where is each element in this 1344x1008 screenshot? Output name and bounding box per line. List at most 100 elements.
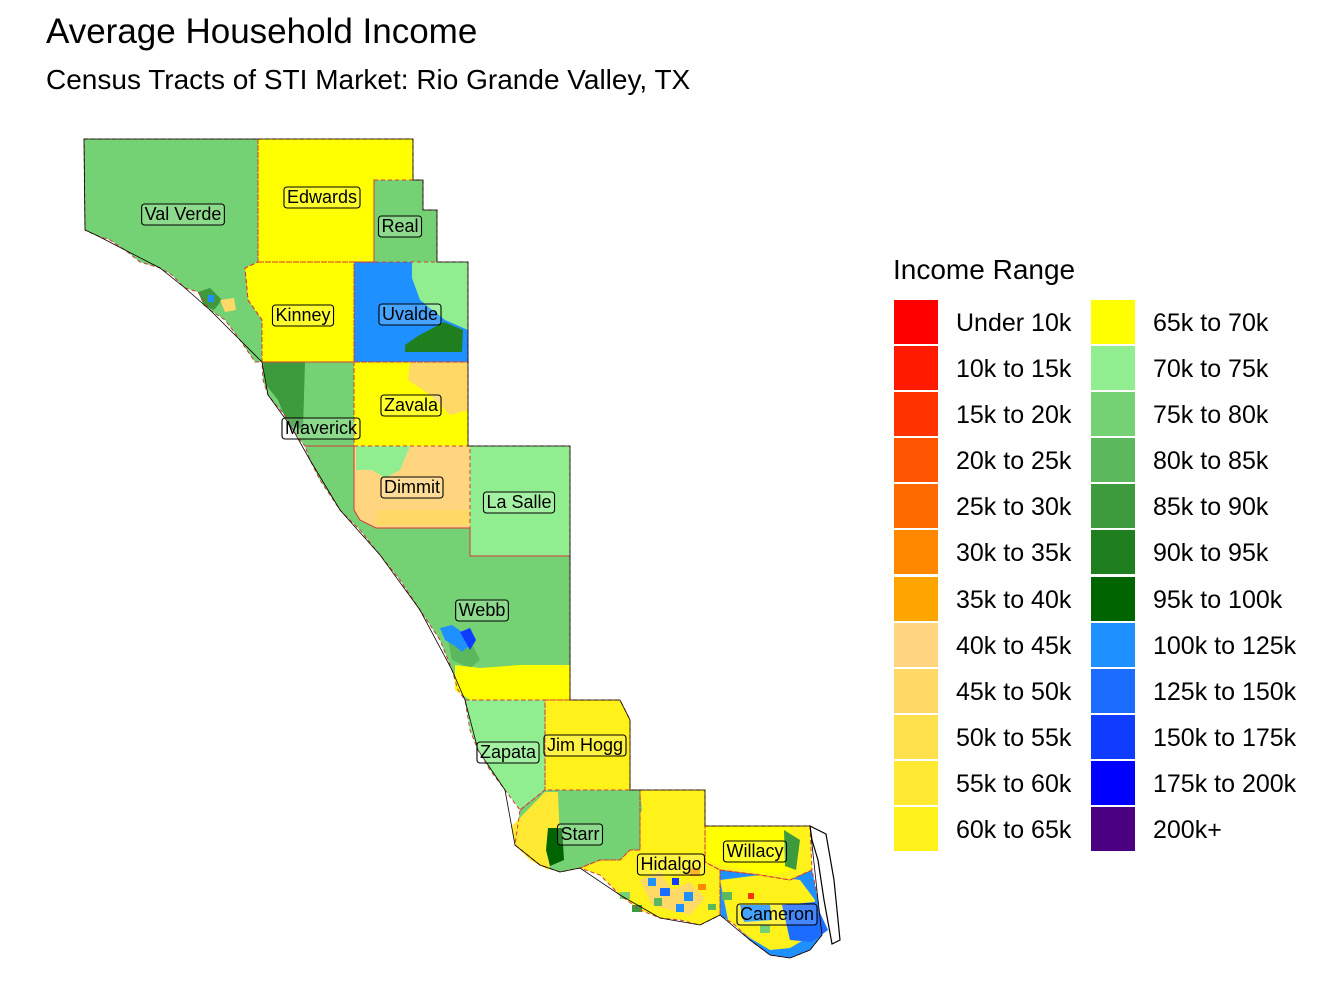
legend-swatch	[1091, 760, 1135, 805]
legend-item: Under 10k	[894, 300, 1114, 346]
legend-label: 65k to 70k	[1153, 309, 1269, 337]
legend-item: 10k to 15k	[894, 346, 1114, 392]
county-label-cameron: Cameron	[740, 904, 814, 924]
legend-label: 55k to 60k	[956, 769, 1072, 798]
legend-item: 30k to 35k	[894, 530, 1114, 576]
legend-item: 85k to 90k	[1091, 484, 1311, 530]
county-label-hidalgo: Hidalgo	[640, 854, 701, 874]
county-label-box	[636, 853, 706, 876]
county-label-jim-hogg: Jim Hogg	[547, 735, 623, 755]
county-border-willacy	[704, 825, 813, 881]
county-label-box	[377, 215, 423, 238]
legend-label: 200k+	[1153, 816, 1222, 845]
legend-swatch	[894, 807, 938, 852]
legend-label: 70k to 75k	[1153, 355, 1269, 384]
legend-label: 150k to 175k	[1153, 723, 1297, 752]
county-border-jim-hogg	[544, 699, 631, 791]
legend-label: 35k to 40k	[956, 585, 1072, 614]
county-label-val-verde: Val Verde	[145, 204, 222, 224]
county-label-box	[283, 186, 361, 209]
legend-swatch	[1091, 300, 1135, 344]
legend-item: 70k to 75k	[1091, 346, 1311, 392]
county-borders	[83, 138, 823, 959]
legend-label: 20k to 25k	[956, 447, 1072, 476]
county-label-dimmit: Dimmit	[384, 477, 440, 497]
legend-swatch	[894, 760, 938, 805]
legend-swatch	[894, 622, 938, 667]
county-label-box	[482, 491, 556, 514]
county-label-real: Real	[381, 216, 418, 236]
legend-swatch	[1091, 484, 1135, 529]
county-label-webb: Webb	[459, 600, 506, 620]
county-label-box	[271, 304, 335, 327]
legend-swatch	[894, 668, 938, 713]
legend-swatch	[1091, 392, 1135, 437]
county-label-box	[378, 303, 442, 326]
legend-swatch	[1091, 668, 1135, 713]
county-real	[374, 180, 437, 262]
legend-label: 90k to 95k	[1153, 539, 1269, 568]
county-webb	[305, 446, 570, 700]
county-border-kinney	[244, 261, 355, 363]
county-jim-hogg	[545, 700, 630, 790]
legend-label: 175k to 200k	[1153, 769, 1297, 798]
legend-item: 90k to 95k	[1091, 530, 1311, 576]
legend-item: 75k to 80k	[1091, 392, 1311, 438]
legend-item: 55k to 60k	[894, 760, 1114, 807]
legend-swatch	[1091, 807, 1135, 852]
legend-item: 50k to 55k	[894, 714, 1114, 761]
county-kinney	[245, 262, 354, 362]
county-val-verde	[84, 139, 262, 362]
legend-swatch	[894, 576, 938, 621]
legend-item: 60k to 65k	[894, 807, 1114, 853]
county-label-box	[556, 823, 604, 846]
county-label-box	[380, 394, 442, 417]
county-label-willacy: Willacy	[727, 841, 784, 861]
county-label-kinney: Kinney	[275, 305, 330, 325]
legend-item: 35k to 40k	[894, 576, 1114, 623]
legend-label: 125k to 150k	[1153, 677, 1297, 706]
county-la-salle	[470, 446, 570, 556]
legend-swatch	[894, 714, 938, 759]
legend-label: 15k to 20k	[956, 401, 1072, 430]
county-label-box	[455, 599, 509, 622]
legend-swatch	[1091, 530, 1135, 575]
legend-label: 30k to 35k	[956, 539, 1072, 568]
legend-swatch	[894, 300, 938, 344]
legend-label: 45k to 50k	[956, 677, 1072, 706]
map-title: Average Household Income	[46, 12, 478, 51]
legend-label: 25k to 30k	[956, 493, 1072, 522]
legend-label: 60k to 65k	[956, 816, 1072, 845]
legend-label: 10k to 15k	[956, 355, 1072, 384]
legend-item: 40k to 45k	[894, 622, 1114, 669]
map-subtitle: Census Tracts of STI Market: Rio Grande …	[46, 64, 691, 95]
legend-label: 75k to 80k	[1153, 401, 1269, 430]
legend-item: 125k to 150k	[1091, 668, 1311, 715]
legend-item: 150k to 175k	[1091, 714, 1311, 761]
legend-label: 95k to 100k	[1153, 585, 1283, 614]
legend-swatch	[894, 530, 938, 575]
county-border-cameron	[719, 869, 823, 959]
tract-detail	[198, 262, 841, 950]
county-labels: Val Verde Edwards Real Kinney Uvalde Maverick…	[141, 186, 818, 926]
county-edwards	[258, 139, 413, 262]
legend-item: 80k to 85k	[1091, 438, 1311, 484]
legend-label: 100k to 125k	[1153, 631, 1297, 660]
legend-swatch	[894, 438, 938, 483]
legend-label: 80k to 85k	[1153, 447, 1269, 476]
legend-item: 15k to 20k	[894, 392, 1114, 438]
legend-title: Income Range	[893, 254, 1076, 285]
legend-item: 20k to 25k	[894, 438, 1114, 484]
county-label-box	[476, 741, 540, 764]
county-label-zavala: Zavala	[384, 395, 439, 415]
legend-label: 50k to 55k	[956, 723, 1072, 752]
county-label-box	[281, 417, 361, 440]
county-border-webb	[304, 445, 571, 701]
county-label-starr: Starr	[560, 824, 599, 844]
county-label-box	[141, 203, 225, 226]
county-label-box	[543, 734, 627, 757]
county-label-box	[722, 840, 788, 863]
legend-label: Under 10k	[956, 309, 1072, 337]
region-outline	[83, 138, 823, 959]
legend-swatch	[894, 346, 938, 391]
